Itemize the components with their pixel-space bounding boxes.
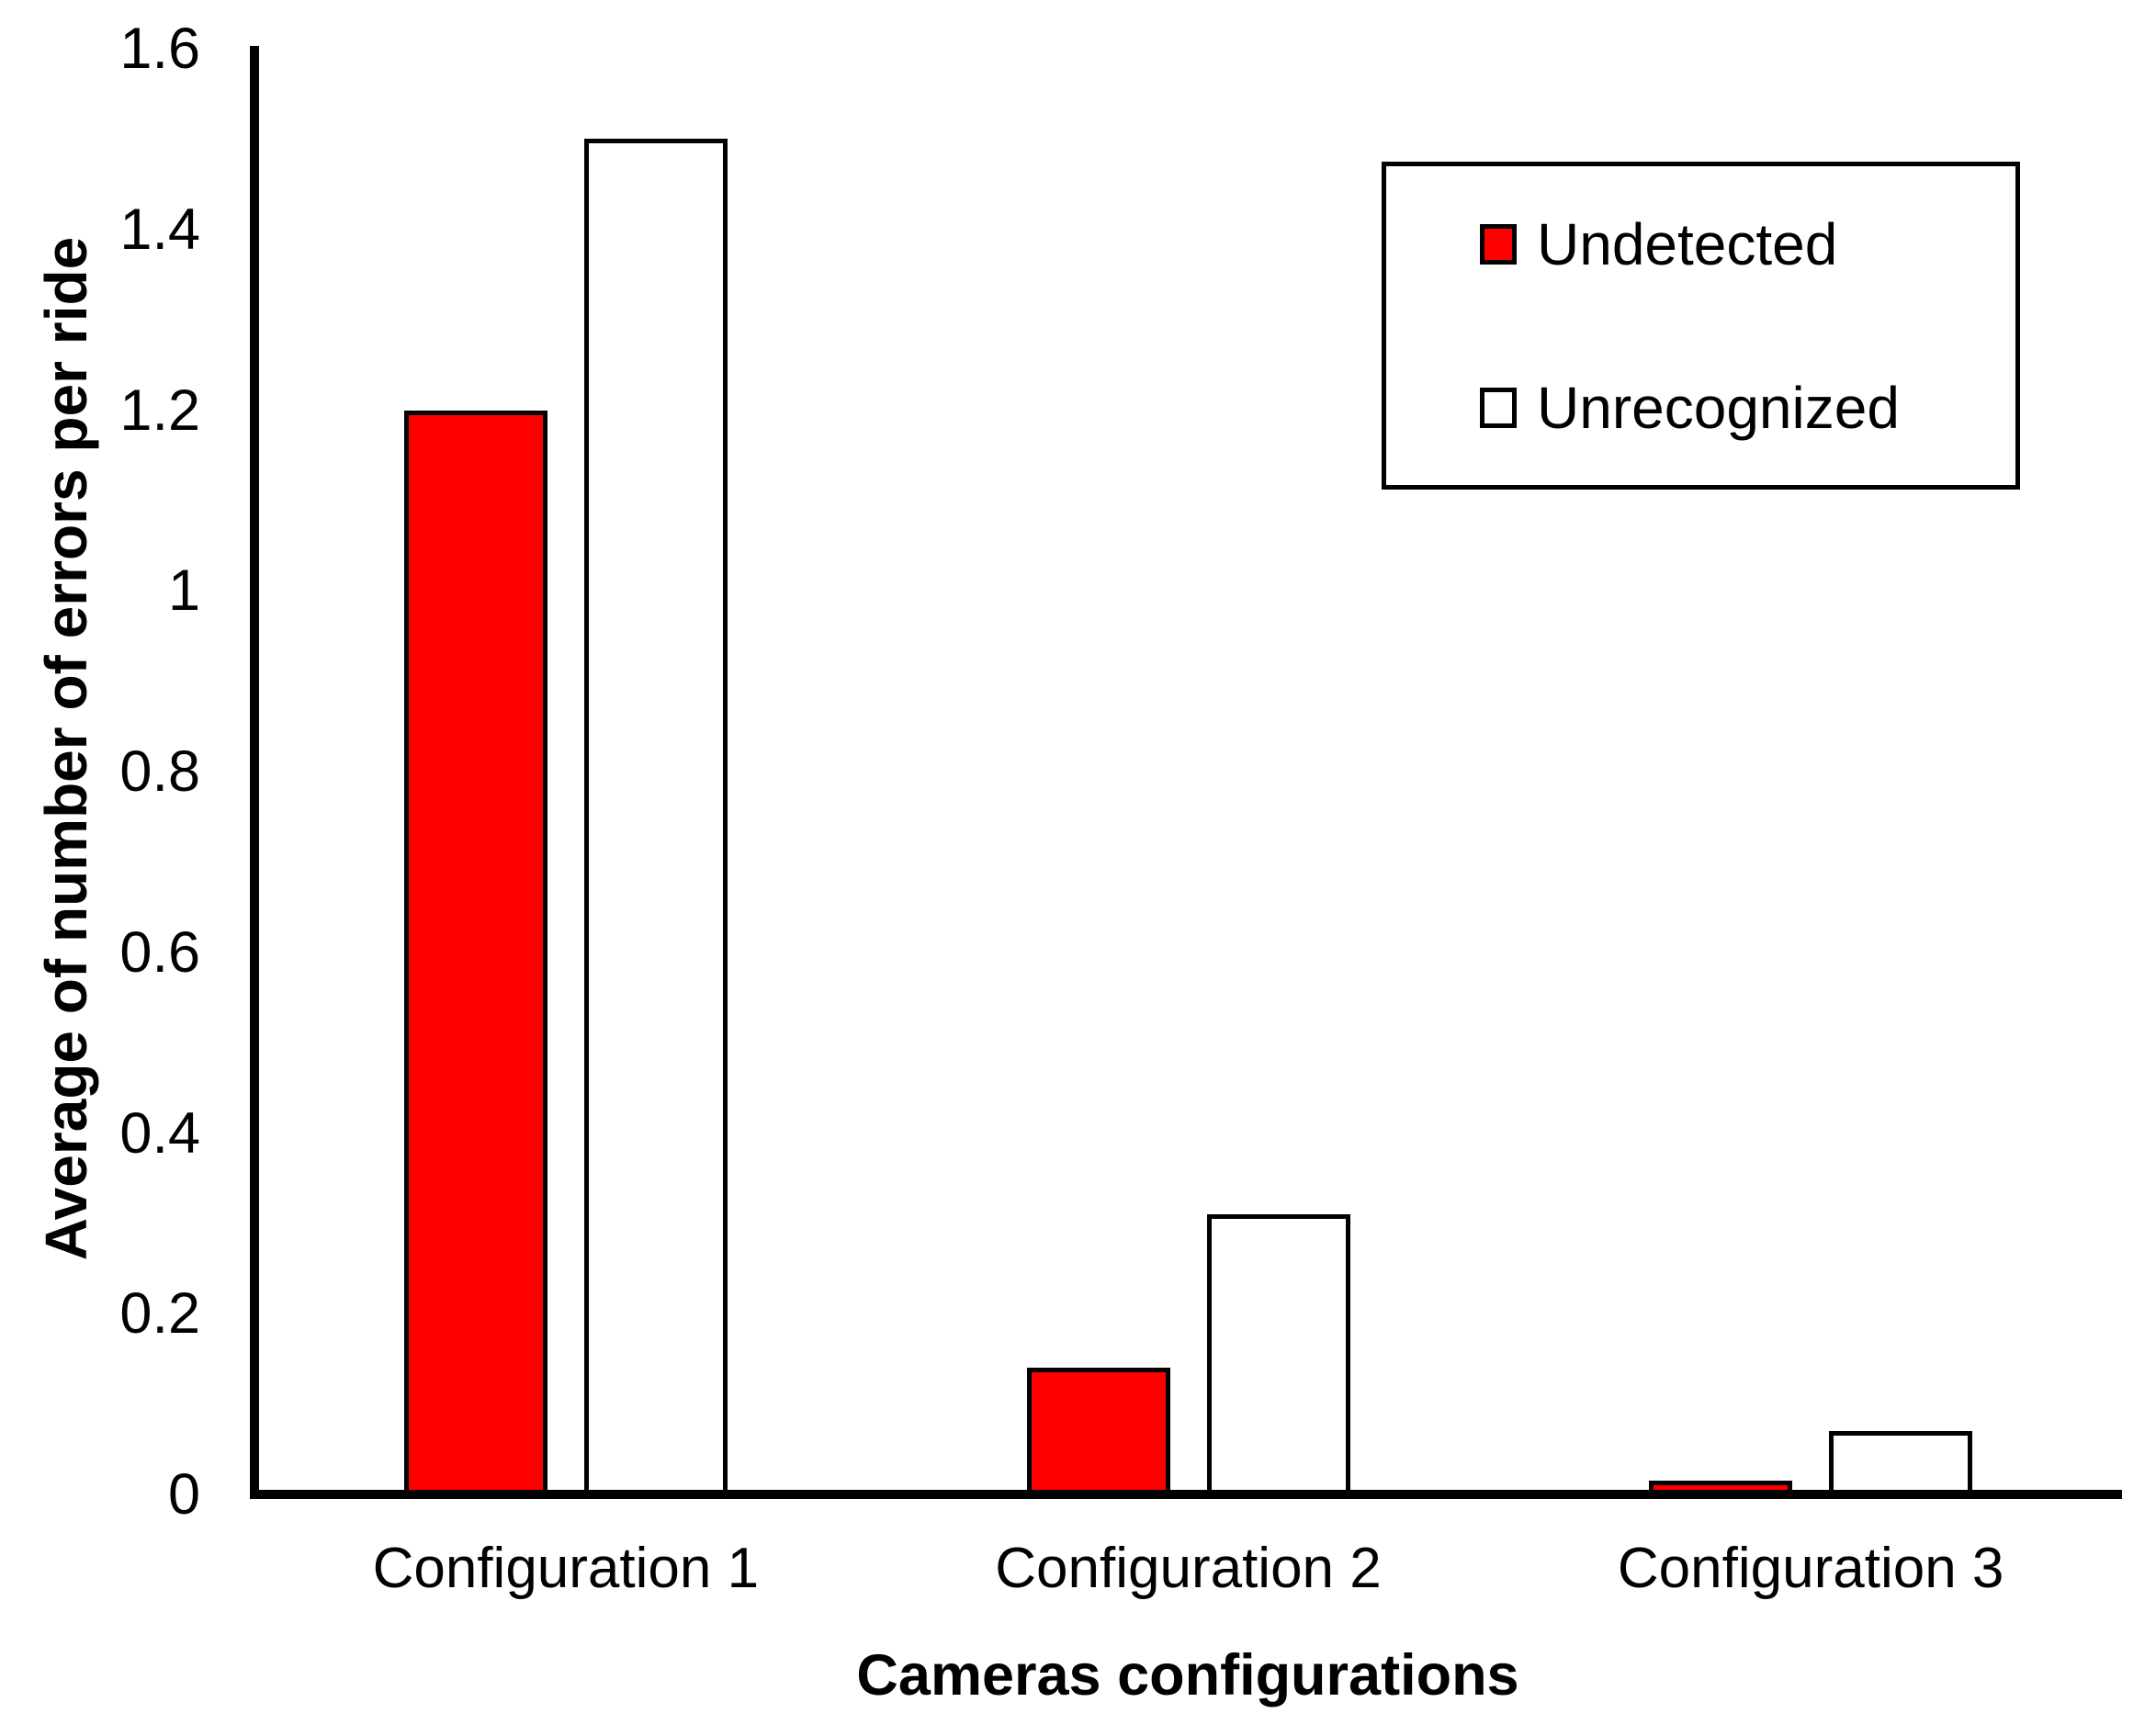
legend-label-unrecognized: Unrecognized bbox=[1537, 375, 1900, 441]
y-tick-label: 0.2 bbox=[119, 1281, 200, 1347]
bar-unrecognized-2 bbox=[1206, 1214, 1350, 1494]
y-tick-label: 0.4 bbox=[119, 1100, 200, 1166]
y-tick-label: 0.6 bbox=[119, 919, 200, 985]
y-tick-label: 0.8 bbox=[119, 739, 200, 804]
y-tick-label: 0 bbox=[167, 1462, 200, 1527]
bar-unrecognized-1 bbox=[583, 139, 728, 1494]
bar-undetected-2 bbox=[1026, 1368, 1170, 1494]
x-category-label: Configuration 3 bbox=[1617, 1537, 2004, 1600]
x-category-label: Configuration 1 bbox=[372, 1537, 760, 1600]
bar-unrecognized-3 bbox=[1829, 1431, 1973, 1494]
y-tick-label: 1 bbox=[167, 558, 200, 624]
y-tick-label: 1.4 bbox=[119, 197, 200, 262]
legend-swatch-undetected bbox=[1480, 224, 1517, 265]
legend: Undetected Unrecognized bbox=[1382, 162, 2020, 490]
y-tick-label: 1.6 bbox=[119, 17, 200, 81]
bar-undetected-1 bbox=[403, 410, 547, 1494]
x-axis-line bbox=[250, 1490, 2122, 1499]
x-category-label: Configuration 2 bbox=[995, 1537, 1382, 1600]
y-tick-label: 1.2 bbox=[119, 378, 200, 443]
x-axis-title: Cameras configurations bbox=[856, 1643, 1519, 1708]
legend-label-undetected: Undetected bbox=[1537, 211, 1838, 277]
y-axis-line bbox=[250, 46, 259, 1499]
legend-item-unrecognized: Unrecognized bbox=[1480, 374, 1900, 442]
legend-item-undetected: Undetected bbox=[1480, 210, 1837, 278]
legend-swatch-unrecognized bbox=[1480, 388, 1517, 428]
